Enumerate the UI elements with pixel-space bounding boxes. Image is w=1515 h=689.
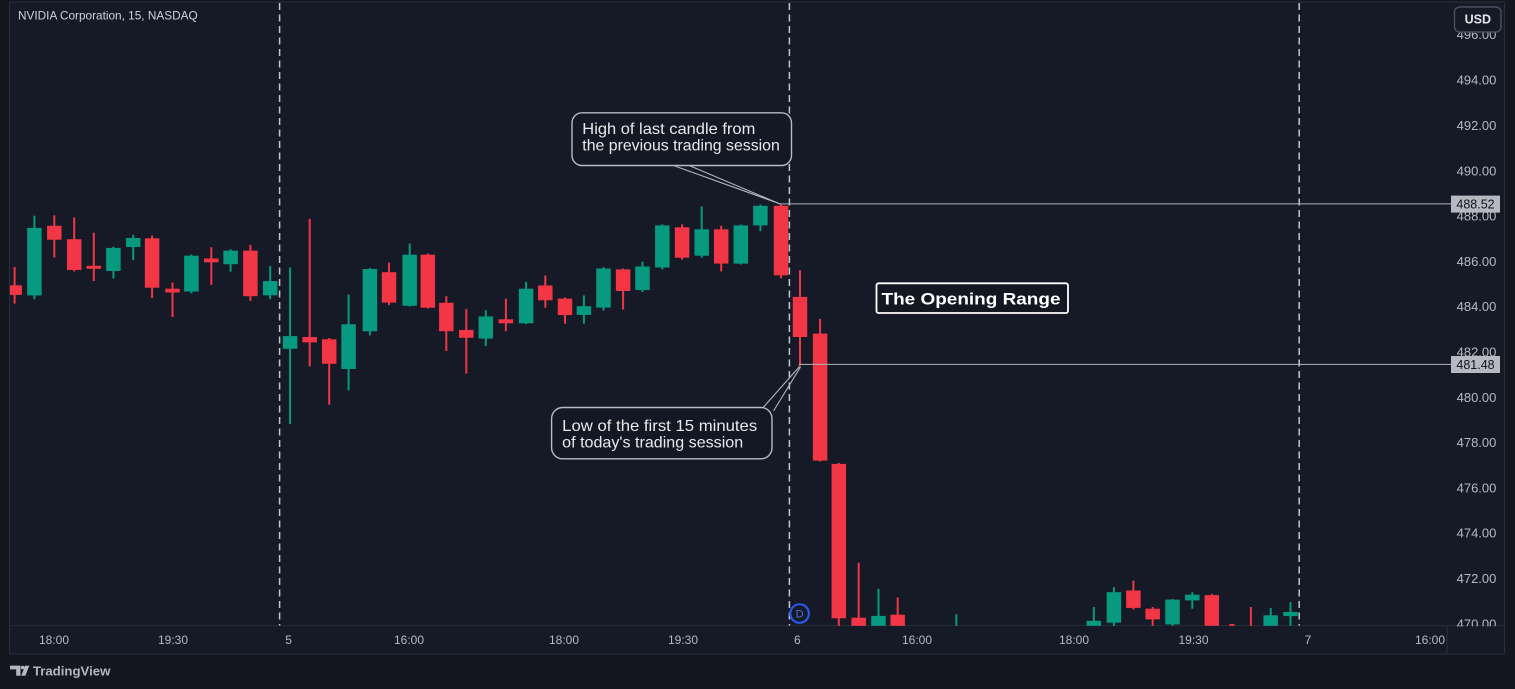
svg-text:481.48: 481.48 [1456,358,1494,372]
svg-text:490.00: 490.00 [1457,163,1497,178]
svg-text:486.00: 486.00 [1457,254,1497,269]
svg-text:18:00: 18:00 [39,633,69,647]
svg-text:19:30: 19:30 [158,633,188,647]
svg-text:the previous trading session: the previous trading session [582,137,780,154]
svg-text:472.00: 472.00 [1457,571,1497,586]
svg-text:480.00: 480.00 [1457,390,1497,405]
svg-text:474.00: 474.00 [1457,526,1497,541]
svg-text:16:00: 16:00 [902,633,932,647]
svg-text:494.00: 494.00 [1457,73,1497,88]
svg-text:16:00: 16:00 [1415,633,1445,647]
svg-text:USD: USD [1465,12,1491,26]
svg-text:484.00: 484.00 [1457,299,1497,314]
svg-text:Low of the first 15 minutes: Low of the first 15 minutes [562,418,757,435]
svg-text:476.00: 476.00 [1457,480,1497,495]
svg-text:482.00: 482.00 [1457,344,1497,359]
svg-text:of today's trading session: of today's trading session [562,435,743,452]
svg-text:488.52: 488.52 [1456,197,1494,211]
svg-text:478.00: 478.00 [1457,435,1497,450]
svg-text:D: D [796,609,804,621]
svg-text:High of last candle from: High of last candle from [582,121,755,138]
svg-text:5: 5 [285,633,292,647]
svg-text:7: 7 [1305,633,1312,647]
svg-text:19:30: 19:30 [668,633,698,647]
svg-text:16:00: 16:00 [394,633,424,647]
svg-text:6: 6 [794,633,801,647]
svg-text:TradingView: TradingView [33,664,111,679]
svg-text:18:00: 18:00 [1059,633,1089,647]
svg-text:The Opening Range: The Opening Range [882,290,1061,309]
svg-text:NVIDIA Corporation, 15, NASDAQ: NVIDIA Corporation, 15, NASDAQ [18,8,198,22]
svg-text:492.00: 492.00 [1457,118,1497,133]
svg-text:18:00: 18:00 [549,633,579,647]
svg-text:19:30: 19:30 [1178,633,1208,647]
